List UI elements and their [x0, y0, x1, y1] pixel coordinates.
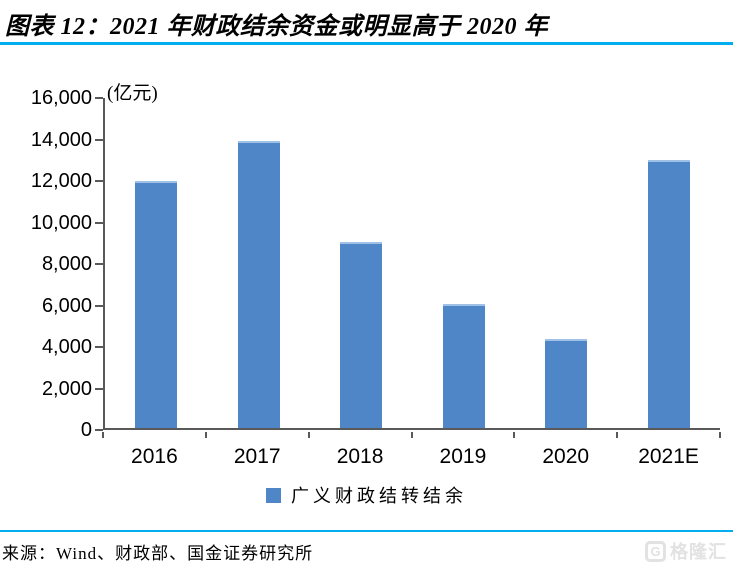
x-axis-labels: 2016 2017 2018 2019 2020 2021E — [103, 444, 720, 470]
x-category-label-2017: 2017 — [233, 445, 281, 468]
watermark: G 格隆汇 — [645, 538, 727, 564]
bar-2016 — [135, 180, 178, 428]
legend-series-label: 广义财政结转结余 — [291, 486, 467, 506]
x-category-label-2020: 2020 — [542, 445, 590, 468]
y-tick-label: 10,000 — [30, 211, 92, 234]
bar-slot-2020 — [515, 98, 618, 428]
y-tick-label: 2,000 — [41, 377, 92, 400]
x-category-label-2019: 2019 — [439, 445, 487, 468]
x-tick-mark — [513, 432, 516, 438]
y-tick-label: 12,000 — [30, 170, 92, 192]
y-tick-mark — [95, 387, 103, 390]
gelonghui-logo-icon: G — [645, 540, 666, 562]
x-tick-mark — [719, 432, 721, 438]
x-tick-mark — [102, 432, 104, 438]
y-tick-label: 4,000 — [41, 336, 92, 358]
y-tick-label: 6,000 — [41, 294, 92, 317]
y-tick-mark — [95, 263, 103, 265]
legend: 广义财政结转结余 — [0, 482, 733, 508]
bar-slot-2017 — [208, 98, 311, 428]
legend-swatch-icon — [266, 487, 281, 503]
x-tick-mark — [204, 432, 207, 438]
bar-slot-2019 — [413, 98, 516, 428]
bar-slot-2021E — [618, 98, 721, 428]
watermark-text: 格隆汇 — [670, 542, 727, 562]
source-note: 来源：Wind、财政部、国金证券研究所 — [2, 544, 314, 563]
y-tick-mark — [95, 346, 103, 348]
bar-2019 — [442, 304, 485, 428]
y-tick-mark — [95, 429, 103, 431]
bar-2017 — [237, 141, 280, 428]
y-tick-label: 0 — [80, 419, 92, 441]
x-category-label-2021E: 2021E — [638, 445, 699, 468]
bar-slot-2018 — [310, 98, 413, 428]
title-divider-line — [0, 42, 733, 45]
y-tick-mark — [95, 221, 103, 224]
y-tick-mark — [95, 138, 103, 141]
x-category-label-2016: 2016 — [131, 445, 178, 468]
bar-2021E — [647, 159, 690, 428]
y-tick-label: 14,000 — [30, 128, 92, 151]
bar-2018 — [340, 242, 383, 428]
x-tick-mark — [410, 432, 413, 438]
y-tick-mark — [95, 180, 103, 182]
y-axis-unit-label: (亿元) — [107, 83, 158, 104]
bar-slot-2016 — [105, 98, 208, 428]
x-category-label-2018: 2018 — [336, 445, 384, 468]
x-tick-mark — [616, 432, 619, 438]
bar-2020 — [545, 339, 588, 428]
plot-area — [103, 98, 720, 430]
y-tick-label: 8,000 — [41, 253, 92, 275]
x-tick-mark — [307, 432, 310, 438]
footer-divider-line — [0, 530, 733, 532]
chart-title: 图表 12：2021 年财政结余资金或明显高于 2020 年 — [5, 14, 548, 40]
y-tick-mark — [95, 97, 103, 99]
y-tick-label: 16,000 — [30, 87, 92, 109]
y-tick-mark — [95, 304, 103, 307]
